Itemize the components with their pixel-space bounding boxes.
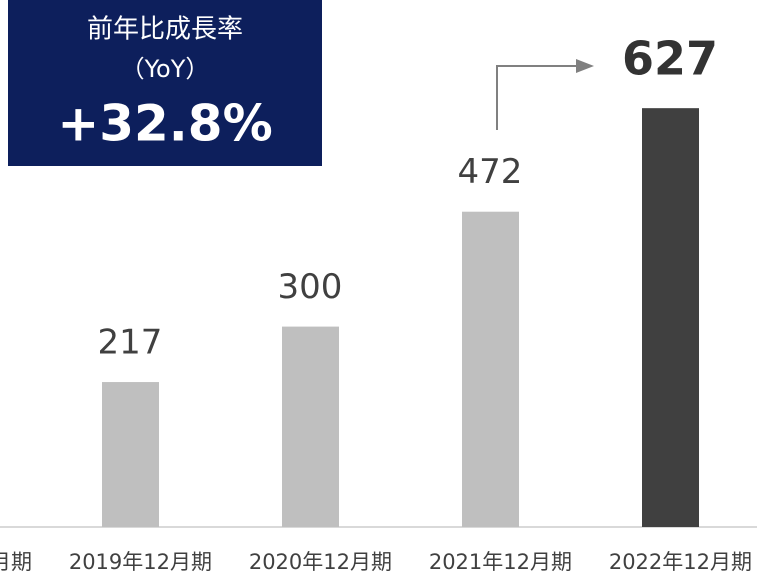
bar — [282, 326, 339, 527]
value-label: 300 — [278, 267, 343, 307]
x-tick-label: 2022年12月期 — [609, 550, 752, 574]
value-label: 217 — [98, 323, 163, 363]
annotation-value: +32.8% — [57, 95, 272, 153]
value-label: 472 — [458, 152, 523, 192]
annotation-box — [8, 0, 322, 166]
x-tick-label: 2021年12月期 — [429, 550, 572, 574]
bar — [642, 108, 699, 527]
x-tick-label: 月期 — [0, 550, 32, 574]
arrow — [496, 65, 578, 130]
bar — [462, 211, 519, 528]
annotation-title: 前年比成長率 — [87, 15, 243, 45]
value-label: 627 — [622, 32, 718, 86]
x-tick-label: 2020年12月期 — [249, 550, 392, 574]
annotation-subtitle: （YoY） — [121, 55, 210, 83]
x-tick-label: 2019年12月期 — [69, 550, 212, 574]
arrow-head — [576, 59, 594, 73]
bar — [102, 382, 159, 527]
